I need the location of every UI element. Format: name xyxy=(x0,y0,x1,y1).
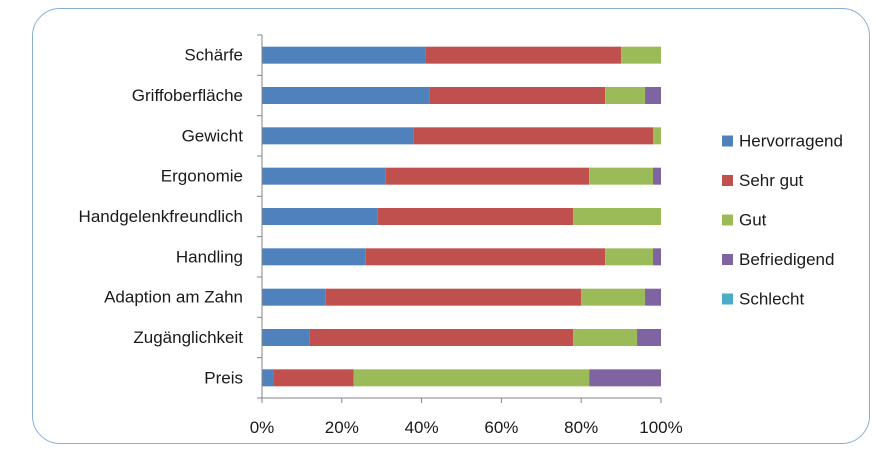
bar-segment xyxy=(573,208,661,225)
legend-label: Gut xyxy=(739,211,767,230)
x-tick-label: 20% xyxy=(325,418,359,437)
legend-swatch xyxy=(722,254,733,265)
x-tick-label: 100% xyxy=(639,418,682,437)
bars-group xyxy=(262,46,661,387)
bar-segment xyxy=(429,87,606,104)
x-tick-label: 80% xyxy=(564,418,598,437)
bar-segment xyxy=(262,369,274,387)
category-label: Handling xyxy=(176,247,243,266)
legend-label: Hervorragend xyxy=(739,132,843,151)
bar-segment xyxy=(262,127,414,145)
category-label: Schärfe xyxy=(184,46,243,65)
category-label: Preis xyxy=(204,368,243,387)
bar-segment xyxy=(605,248,654,266)
category-label: Ergonomie xyxy=(161,167,243,186)
bar-segment xyxy=(262,167,386,185)
bar-segment xyxy=(589,369,661,387)
legend-swatch xyxy=(722,135,733,147)
legend-swatch xyxy=(722,293,733,305)
bar-segment xyxy=(262,208,378,225)
x-tick-label: 60% xyxy=(484,418,518,437)
bar-segment xyxy=(637,329,661,346)
category-label: Zugänglichkeit xyxy=(133,328,243,347)
bar-segment xyxy=(309,329,574,346)
bar-segment xyxy=(365,248,606,266)
category-labels: Schärfe Griffoberfläche Gewicht Ergonomie Ha… xyxy=(79,46,244,388)
bar-segment xyxy=(273,369,354,387)
bar-segment xyxy=(589,167,654,185)
bar-segment xyxy=(262,329,310,346)
legend: Hervorragend Sehr gut Gut Befriedigend Schle… xyxy=(722,132,843,309)
bar-segment xyxy=(262,248,366,266)
category-label: Gewicht xyxy=(182,126,244,145)
bar-segment xyxy=(653,127,661,145)
axes-group xyxy=(257,34,662,403)
legend-label: Befriedigend xyxy=(739,250,834,269)
bar-segment xyxy=(645,87,661,104)
bar-segment xyxy=(385,167,590,185)
bar-segment xyxy=(653,167,661,185)
bar-segment xyxy=(605,87,646,104)
bar-segment xyxy=(413,127,654,145)
bar-segment xyxy=(353,369,590,387)
x-tick-label: 40% xyxy=(405,418,439,437)
bar-segment xyxy=(425,46,622,64)
bar-segment xyxy=(621,46,661,64)
bar-segment xyxy=(262,46,426,64)
bar-segment xyxy=(645,288,661,306)
category-label: Griffoberfläche xyxy=(132,86,243,105)
bar-segment xyxy=(262,288,326,306)
x-tick-label: 0% xyxy=(250,418,275,437)
bar-segment xyxy=(653,248,661,266)
category-label: Handgelenkfreundlich xyxy=(79,207,243,226)
x-tick-labels: 0% 20% 40% 60% 80% 100% xyxy=(250,418,683,437)
legend-label: Sehr gut xyxy=(739,171,804,190)
bar-segment xyxy=(262,87,430,104)
legend-swatch xyxy=(722,214,733,226)
legend-label: Schlecht xyxy=(739,290,804,309)
category-label: Adaption am Zahn xyxy=(104,288,243,307)
legend-swatch xyxy=(722,175,733,186)
bar-segment xyxy=(573,329,638,346)
bar-segment xyxy=(325,288,582,306)
bar-segment xyxy=(377,208,574,225)
bar-segment xyxy=(581,288,646,306)
